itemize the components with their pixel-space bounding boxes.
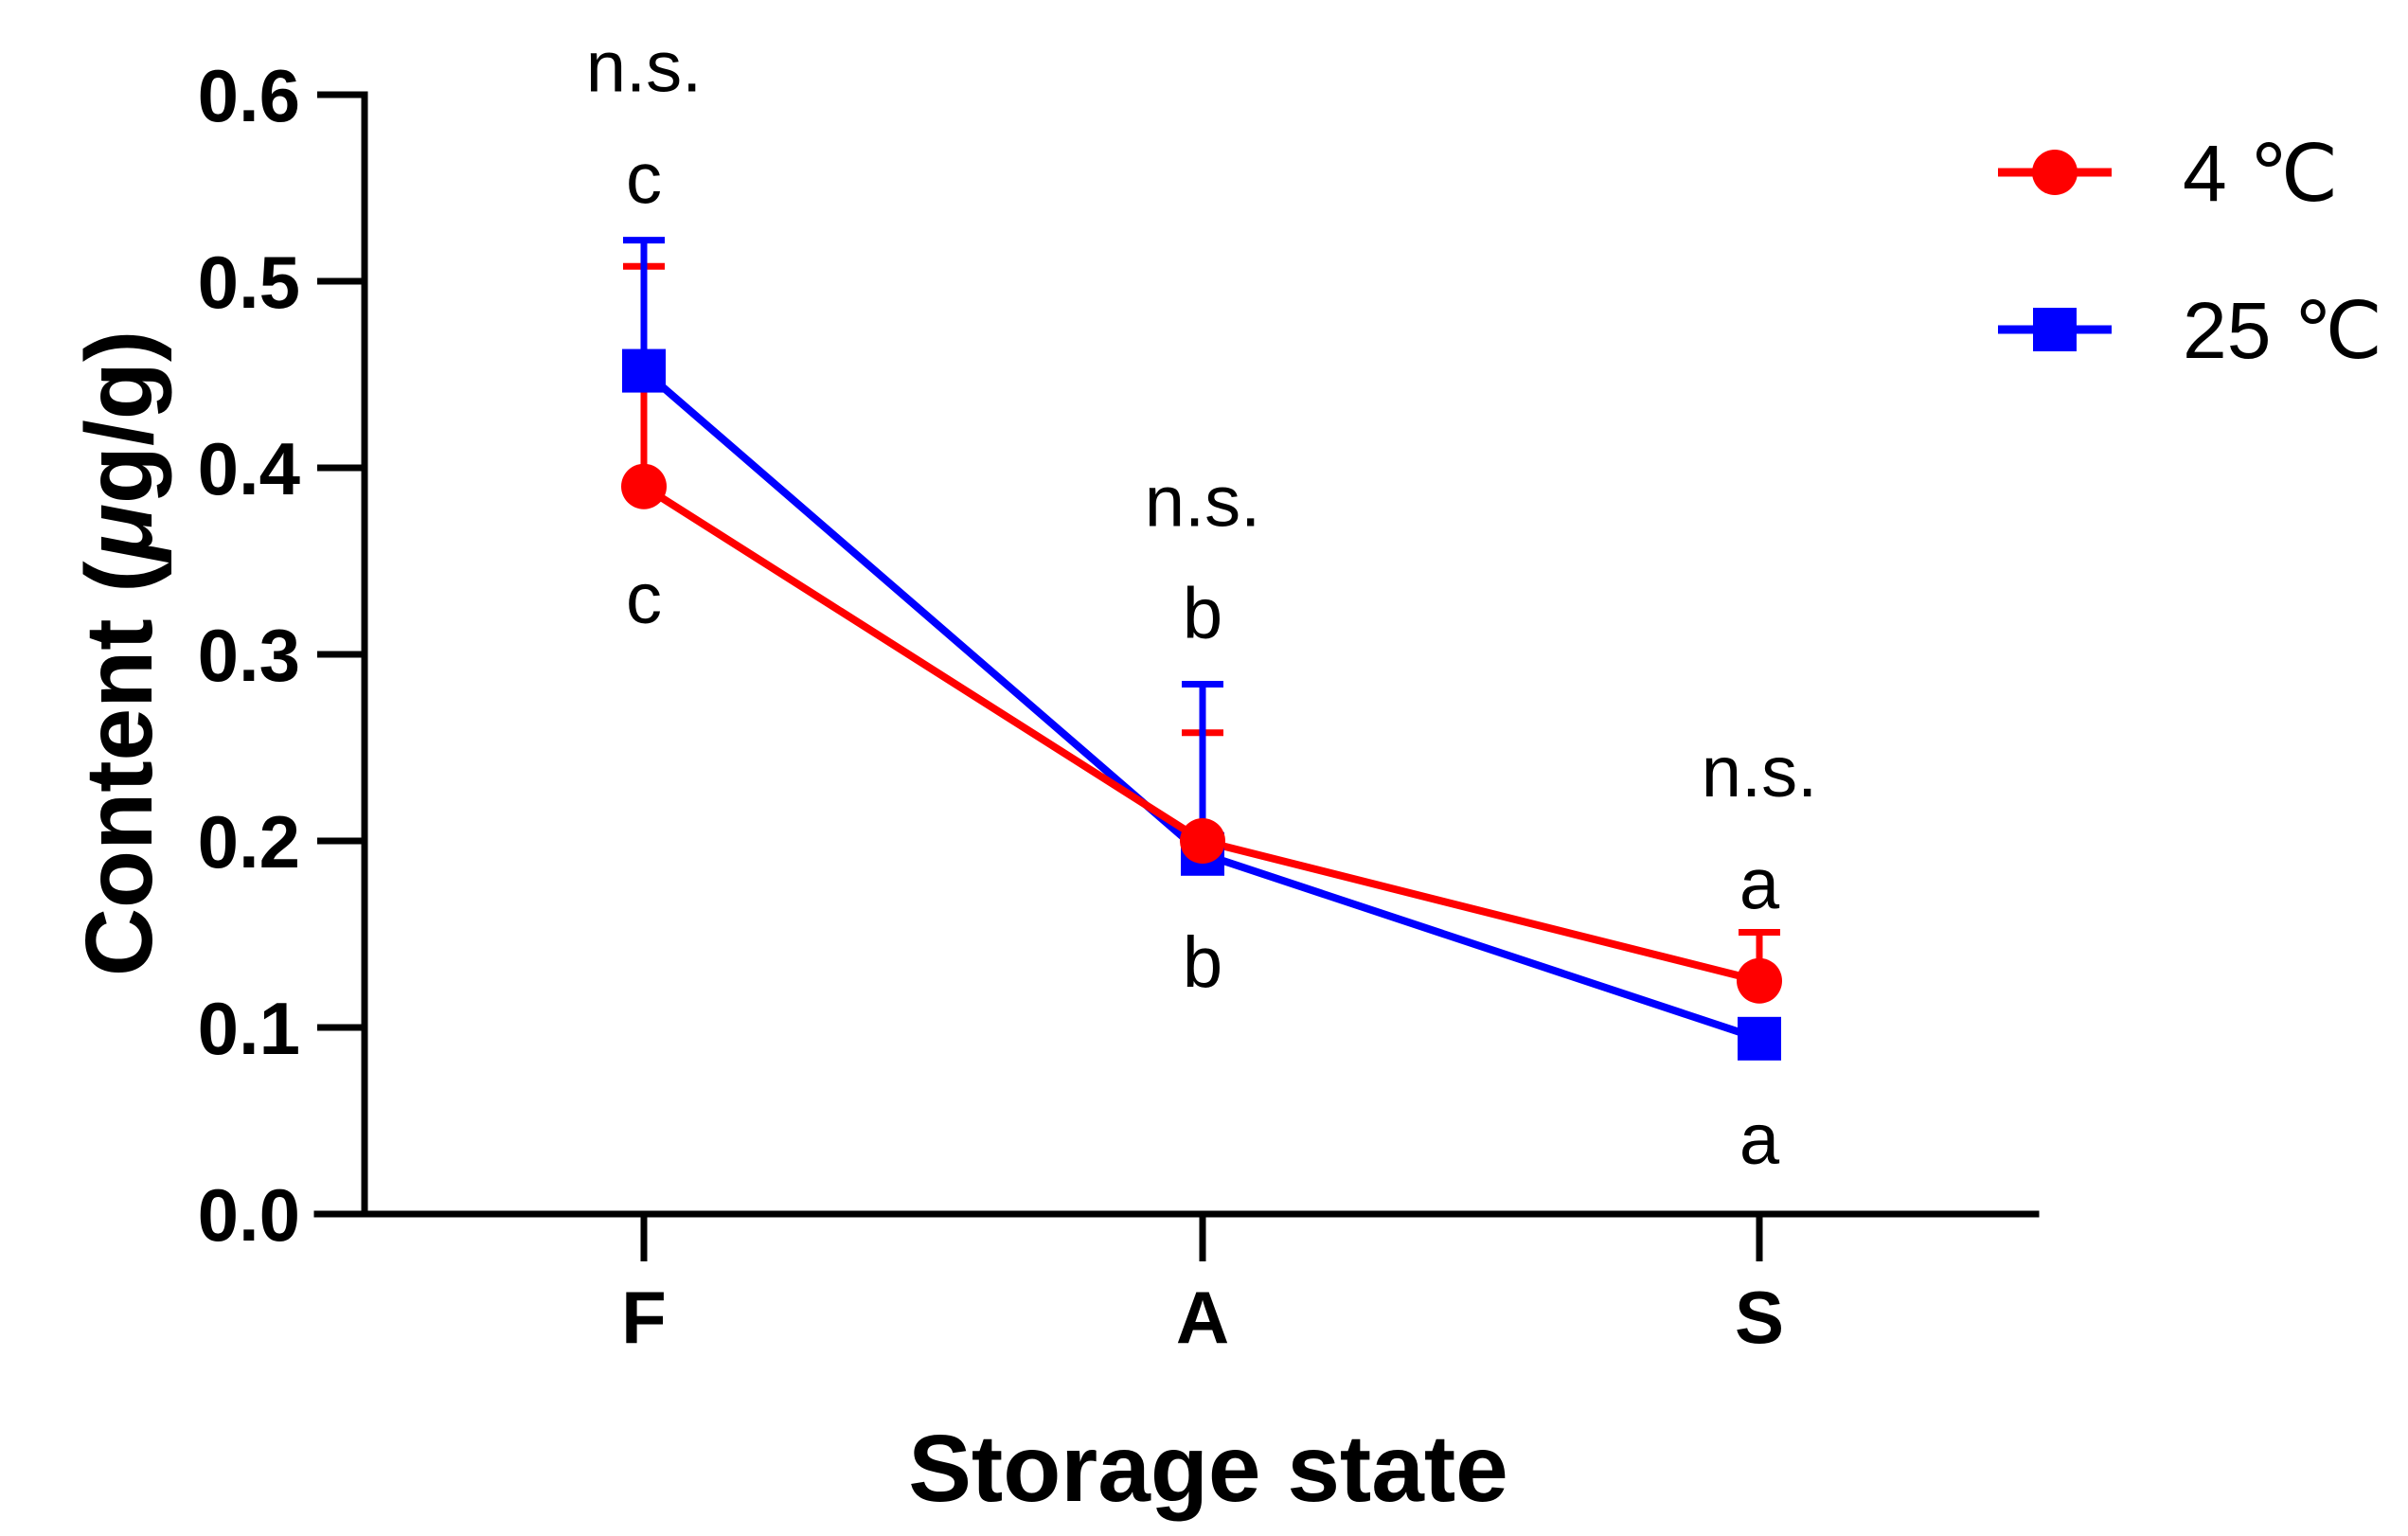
legend-label: 25 ℃: [2183, 286, 2382, 375]
legend-marker: [2033, 308, 2077, 351]
annotation-label: n.s.: [586, 27, 703, 107]
significance-annotations: n.s. c c n.s. b b n.s. a a: [586, 27, 1818, 1180]
data-markers: [621, 348, 1782, 1061]
y-tick-label: 0.4: [198, 427, 300, 510]
y-tick-label: 0.0: [198, 1173, 300, 1257]
y-axis-title-unit: g/g): [66, 330, 172, 504]
x-tick-label: A: [1176, 1276, 1229, 1359]
x-tick-label: S: [1735, 1276, 1784, 1359]
annotation-label: n.s.: [1145, 461, 1261, 542]
y-tick-label: 0.3: [198, 614, 300, 697]
annotation-label: c: [626, 559, 662, 639]
y-tick-label: 0.1: [198, 987, 300, 1070]
annotation-label: b: [1183, 574, 1222, 654]
data-point: [1180, 818, 1225, 864]
annotation-label: c: [626, 139, 662, 220]
y-tick-label: 0.5: [198, 241, 300, 324]
legend: 4 ℃ 25 ℃: [1998, 129, 2382, 375]
annotation-label: n.s.: [1702, 732, 1818, 813]
y-axis-title: Content (μg/g): [66, 330, 172, 976]
data-point: [1737, 957, 1782, 1004]
y-tick-label: 0.6: [198, 54, 300, 137]
legend-label: 4 ℃: [2183, 129, 2338, 218]
data-point: [621, 463, 667, 509]
annotation-label: b: [1183, 922, 1222, 1003]
x-axis-title: Storage state: [908, 1416, 1508, 1522]
legend-marker: [2032, 150, 2078, 195]
axes: 0.0 0.1 0.2 0.3 0.4 0.5 0.6 F A S: [198, 54, 2040, 1359]
data-point: [1738, 1016, 1781, 1061]
data-point: [622, 348, 666, 393]
annotation-label: a: [1739, 844, 1780, 924]
y-axis-title-main: Content (: [66, 561, 172, 976]
annotation-label: a: [1739, 1099, 1780, 1180]
y-tick-label: 0.2: [198, 800, 300, 884]
y-axis-title-mu: μ: [66, 504, 172, 563]
x-tick-label: F: [621, 1276, 667, 1359]
